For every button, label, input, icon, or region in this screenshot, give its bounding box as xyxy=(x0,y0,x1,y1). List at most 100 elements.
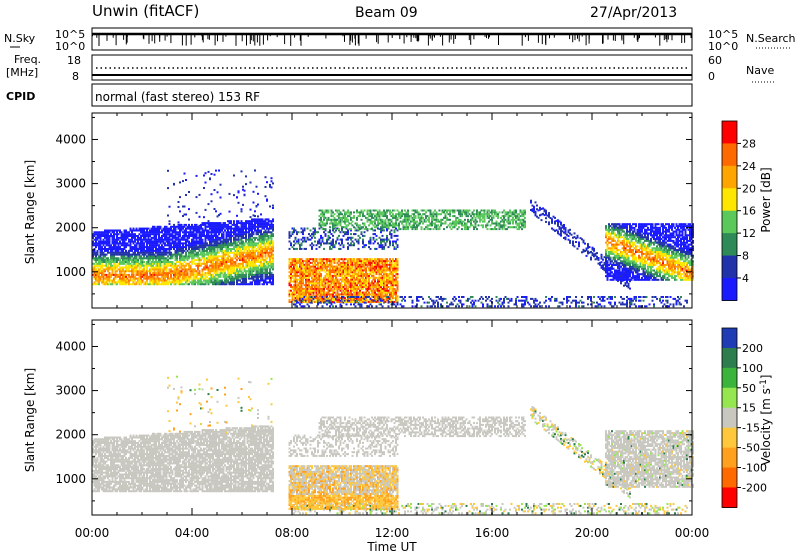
heatmap-cell xyxy=(167,242,169,245)
heatmap-cell xyxy=(207,279,210,282)
heatmap-cell xyxy=(170,238,172,241)
heatmap-cell xyxy=(323,301,325,304)
heatmap-cell xyxy=(258,270,261,273)
heatmap-cell xyxy=(173,268,175,271)
heatmap-cell xyxy=(213,238,216,241)
heatmap-cell xyxy=(254,244,256,247)
heatmap-cell xyxy=(156,253,159,256)
heatmap-cell xyxy=(224,275,226,278)
heatmap-cell xyxy=(345,278,348,281)
heatmap-cell xyxy=(107,229,109,232)
heatmap-cell xyxy=(302,240,304,243)
heatmap-cell xyxy=(227,266,229,269)
heatmap-cell xyxy=(309,229,312,232)
heatmap-cell xyxy=(153,273,156,276)
heatmap-cell xyxy=(146,283,148,286)
heatmap-cell xyxy=(239,275,241,278)
heatmap-cell xyxy=(207,268,210,271)
heatmap-cell xyxy=(192,248,195,250)
heatmap-cell xyxy=(159,255,162,258)
heatmap-cell xyxy=(221,279,223,282)
heatmap-cell xyxy=(230,281,232,284)
heatmap-cell xyxy=(351,260,354,263)
heatmap-cell xyxy=(224,246,226,249)
heatmap-cell xyxy=(365,289,367,292)
heatmap-cell xyxy=(123,283,126,286)
heatmap-cell xyxy=(270,248,273,250)
heatmap-cell xyxy=(363,280,366,283)
heatmap-cell xyxy=(159,240,162,243)
heatmap-cell xyxy=(237,251,240,254)
heatmap-cell xyxy=(174,277,177,280)
heatmap-cell xyxy=(249,251,252,254)
heatmap-cell xyxy=(240,240,243,243)
heatmap-cell xyxy=(360,282,363,285)
heatmap-cell xyxy=(216,251,219,254)
heatmap-cell xyxy=(264,264,267,267)
heatmap-cell xyxy=(338,229,340,232)
heatmap-cell xyxy=(320,278,322,281)
heatmap-cell xyxy=(351,240,354,243)
heatmap-cell xyxy=(264,238,267,241)
heatmap-cell xyxy=(339,289,342,292)
heatmap-cell xyxy=(240,236,243,239)
heatmap-cell xyxy=(234,262,237,265)
heatmap-cell xyxy=(123,275,126,278)
heatmap-cell xyxy=(158,244,160,247)
heatmap-cell xyxy=(165,229,168,232)
heatmap-cell xyxy=(185,273,187,276)
heatmap-cell xyxy=(242,272,244,275)
heatmap-cell xyxy=(351,244,354,247)
heatmap-cell xyxy=(137,238,139,241)
heatmap-cell xyxy=(164,275,166,278)
heatmap-cell xyxy=(317,297,319,300)
heatmap-cell xyxy=(138,246,141,249)
heatmap-cell xyxy=(306,295,309,298)
heatmap-cell xyxy=(105,262,108,265)
heatmap-cell xyxy=(267,264,270,267)
heatmap-cell xyxy=(162,233,165,236)
heatmap-cell xyxy=(363,234,366,237)
heatmap-cell xyxy=(366,274,369,277)
heatmap-cell xyxy=(192,251,195,254)
heatmap-cell xyxy=(105,259,108,262)
heatmap-cell xyxy=(257,270,259,273)
heatmap-cell xyxy=(207,170,210,173)
heatmap-cell xyxy=(93,262,96,265)
heatmap-cell xyxy=(177,268,180,271)
heatmap-cell xyxy=(164,249,166,252)
heatmap-cell xyxy=(348,260,351,263)
heatmap-cell xyxy=(224,240,226,243)
heatmap-cell xyxy=(317,282,319,285)
heatmap-cell xyxy=(261,242,264,245)
heatmap-cell xyxy=(270,277,273,280)
heatmap-cell xyxy=(227,244,229,247)
heatmap-cell xyxy=(228,235,231,237)
heatmap-cell xyxy=(360,273,363,276)
heatmap-cell xyxy=(107,275,109,278)
heatmap-cell xyxy=(342,260,345,263)
heatmap-cell xyxy=(93,253,96,256)
heatmap-cell xyxy=(365,287,367,290)
heatmap-cell xyxy=(182,257,184,260)
heatmap-cell xyxy=(353,233,355,236)
heatmap-cell xyxy=(350,236,352,239)
heatmap-cell xyxy=(296,260,298,263)
heatmap-cell xyxy=(363,231,366,234)
heatmap-cell xyxy=(252,220,255,223)
heatmap-cell xyxy=(302,274,304,277)
heatmap-cell xyxy=(233,277,235,280)
heatmap-cell xyxy=(129,279,132,282)
heatmap-cell xyxy=(362,271,364,274)
heatmap-cell xyxy=(270,233,273,236)
heatmap-cell xyxy=(249,283,252,286)
heatmap-cell xyxy=(243,244,246,247)
heatmap-cell xyxy=(92,283,94,286)
heatmap-cell xyxy=(168,240,171,243)
heatmap-cell xyxy=(156,273,159,276)
heatmap-cell xyxy=(239,262,241,265)
heatmap-cell xyxy=(215,268,217,271)
heatmap-cell xyxy=(203,231,205,234)
heatmap-cell xyxy=(296,267,298,270)
heatmap-cell xyxy=(156,270,159,273)
